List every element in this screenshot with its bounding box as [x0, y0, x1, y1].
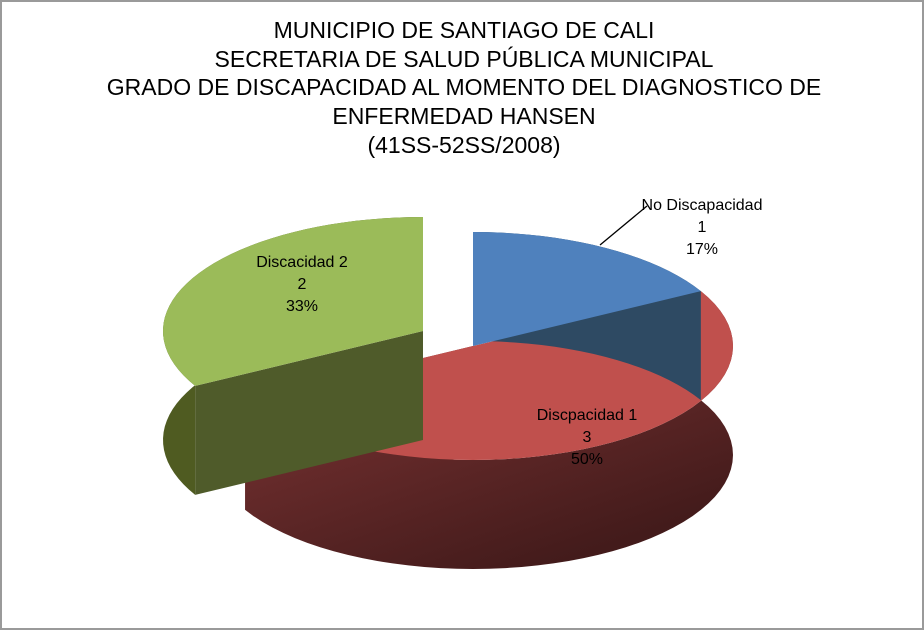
svg-text:17%: 17%: [686, 241, 718, 258]
svg-text:Discacidad 2: Discacidad 2: [256, 254, 348, 271]
svg-text:33%: 33%: [286, 298, 318, 315]
svg-text:No Discapacidad: No Discapacidad: [642, 197, 763, 214]
svg-text:Discpacidad 1: Discpacidad 1: [537, 407, 638, 424]
svg-text:50%: 50%: [571, 451, 603, 468]
svg-text:3: 3: [583, 429, 592, 446]
svg-text:2: 2: [298, 276, 307, 293]
svg-text:1: 1: [698, 219, 707, 236]
